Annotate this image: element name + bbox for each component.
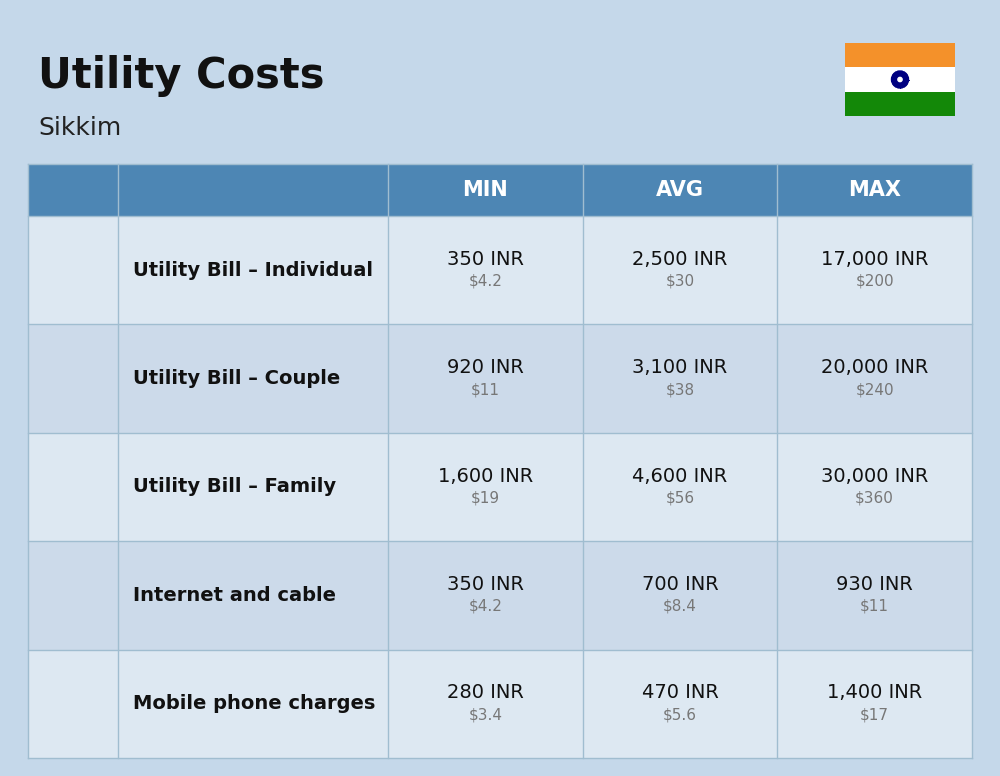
Bar [28, 650, 972, 758]
Text: 2,500 INR: 2,500 INR [632, 250, 728, 268]
Text: 930 INR: 930 INR [836, 575, 913, 594]
Text: Sikkim: Sikkim [38, 116, 121, 140]
Text: $360: $360 [855, 490, 894, 505]
Text: 4,600 INR: 4,600 INR [632, 466, 728, 486]
Circle shape [898, 78, 902, 81]
Text: MAX: MAX [848, 180, 901, 200]
Text: 1,600 INR: 1,600 INR [438, 466, 533, 486]
Text: 920 INR: 920 INR [447, 358, 524, 377]
Bar [28, 216, 972, 324]
Text: $4.2: $4.2 [468, 274, 502, 289]
Text: Internet and cable: Internet and cable [133, 586, 336, 605]
Text: 700 INR: 700 INR [642, 575, 718, 594]
Text: 20,000 INR: 20,000 INR [821, 358, 928, 377]
Text: 1,400 INR: 1,400 INR [827, 684, 922, 702]
Text: $56: $56 [665, 490, 695, 505]
Text: 17,000 INR: 17,000 INR [821, 250, 928, 268]
Bar [28, 324, 972, 433]
Text: AVG: AVG [656, 180, 704, 200]
Text: 350 INR: 350 INR [447, 575, 524, 594]
Bar [845, 92, 955, 116]
Text: 280 INR: 280 INR [447, 684, 524, 702]
Text: 30,000 INR: 30,000 INR [821, 466, 928, 486]
Text: $19: $19 [471, 490, 500, 505]
Text: 470 INR: 470 INR [642, 684, 718, 702]
Text: $8.4: $8.4 [663, 599, 697, 614]
Text: $17: $17 [860, 707, 889, 722]
Bar [28, 433, 972, 541]
Text: $4.2: $4.2 [468, 599, 502, 614]
Bar [28, 164, 972, 216]
Text: $30: $30 [665, 274, 695, 289]
Text: $5.6: $5.6 [663, 707, 697, 722]
Text: $240: $240 [855, 382, 894, 397]
Bar [845, 43, 955, 68]
Text: 3,100 INR: 3,100 INR [632, 358, 728, 377]
Text: $38: $38 [665, 382, 695, 397]
Text: $200: $200 [855, 274, 894, 289]
Text: $11: $11 [860, 599, 889, 614]
Text: 350 INR: 350 INR [447, 250, 524, 268]
Text: Utility Bill – Family: Utility Bill – Family [133, 477, 336, 497]
Text: Utility Costs: Utility Costs [38, 55, 324, 97]
Text: $11: $11 [471, 382, 500, 397]
Bar [28, 541, 972, 650]
Bar [845, 68, 955, 92]
Text: Utility Bill – Individual: Utility Bill – Individual [133, 261, 373, 279]
Text: $3.4: $3.4 [468, 707, 502, 722]
Text: Mobile phone charges: Mobile phone charges [133, 695, 375, 713]
Circle shape [892, 71, 908, 88]
Text: Utility Bill – Couple: Utility Bill – Couple [133, 369, 340, 388]
Text: MIN: MIN [462, 180, 508, 200]
